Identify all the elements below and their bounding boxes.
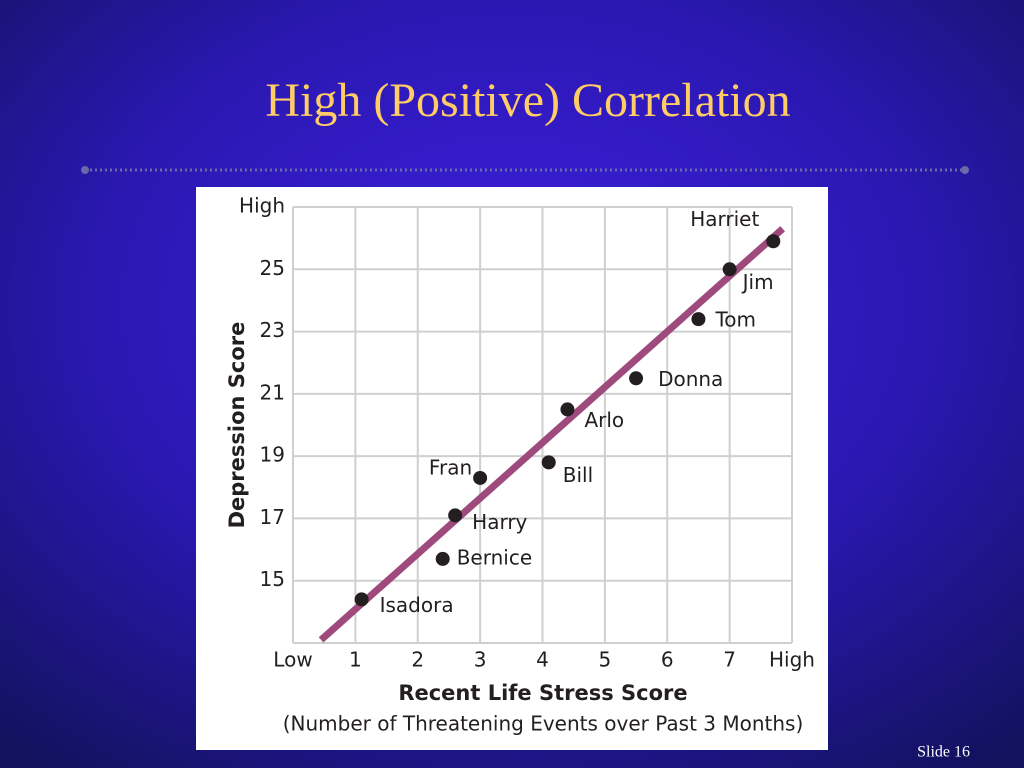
- point: [448, 508, 463, 523]
- x-tick-label: Low: [273, 648, 312, 672]
- y-tick-label: 19: [260, 443, 285, 467]
- y-tick-label: 17: [260, 505, 285, 529]
- point-label: Bernice: [457, 545, 532, 569]
- y-tick-label: 25: [260, 256, 285, 280]
- x-axis-sublabel: (Number of Threatening Events over Past …: [283, 712, 804, 736]
- y-tick-label: High: [239, 194, 285, 218]
- point-label: Jim: [741, 270, 774, 294]
- divider-end: [961, 166, 969, 174]
- point: [541, 455, 556, 470]
- y-axis-label: Depression Score: [225, 322, 249, 529]
- point: [629, 371, 644, 386]
- point: [766, 234, 781, 249]
- plot: Low 1 2 3 4 5 6 7 High151719212325HighIsadoraBer…: [239, 194, 815, 672]
- x-tick-label: 1: [349, 648, 362, 672]
- y-tick-label: 23: [260, 318, 285, 342]
- point-label: Arlo: [584, 408, 624, 432]
- y-tick-label: 21: [260, 380, 285, 404]
- point-label: Harriet: [690, 207, 759, 231]
- point: [722, 262, 737, 277]
- point-label: Donna: [658, 367, 723, 391]
- x-tick-label: 4: [536, 648, 549, 672]
- point-label: Harry: [472, 510, 527, 534]
- x-tick-label: High: [769, 648, 815, 672]
- point: [560, 402, 575, 417]
- point-label: Fran: [429, 455, 472, 479]
- x-axis-label: Recent Life Stress Score: [398, 681, 687, 705]
- point-label: Bill: [563, 463, 593, 487]
- x-tick-label: 7: [723, 648, 736, 672]
- x-tick-label: 6: [661, 648, 674, 672]
- divider-end: [81, 166, 89, 174]
- point-label: Isadora: [380, 593, 454, 617]
- x-tick-label: 5: [599, 648, 612, 672]
- point: [354, 592, 369, 607]
- slide-number: Slide 16: [917, 744, 970, 761]
- point-label: Tom: [714, 308, 756, 332]
- x-tick-label: 3: [474, 648, 487, 672]
- point: [473, 470, 488, 485]
- point: [435, 551, 450, 566]
- x-tick-label: 2: [411, 648, 424, 672]
- y-tick-label: 15: [260, 567, 285, 591]
- slide-title: High (Positive) Correlation: [265, 74, 790, 127]
- trend-line: [318, 226, 785, 643]
- point: [691, 312, 706, 327]
